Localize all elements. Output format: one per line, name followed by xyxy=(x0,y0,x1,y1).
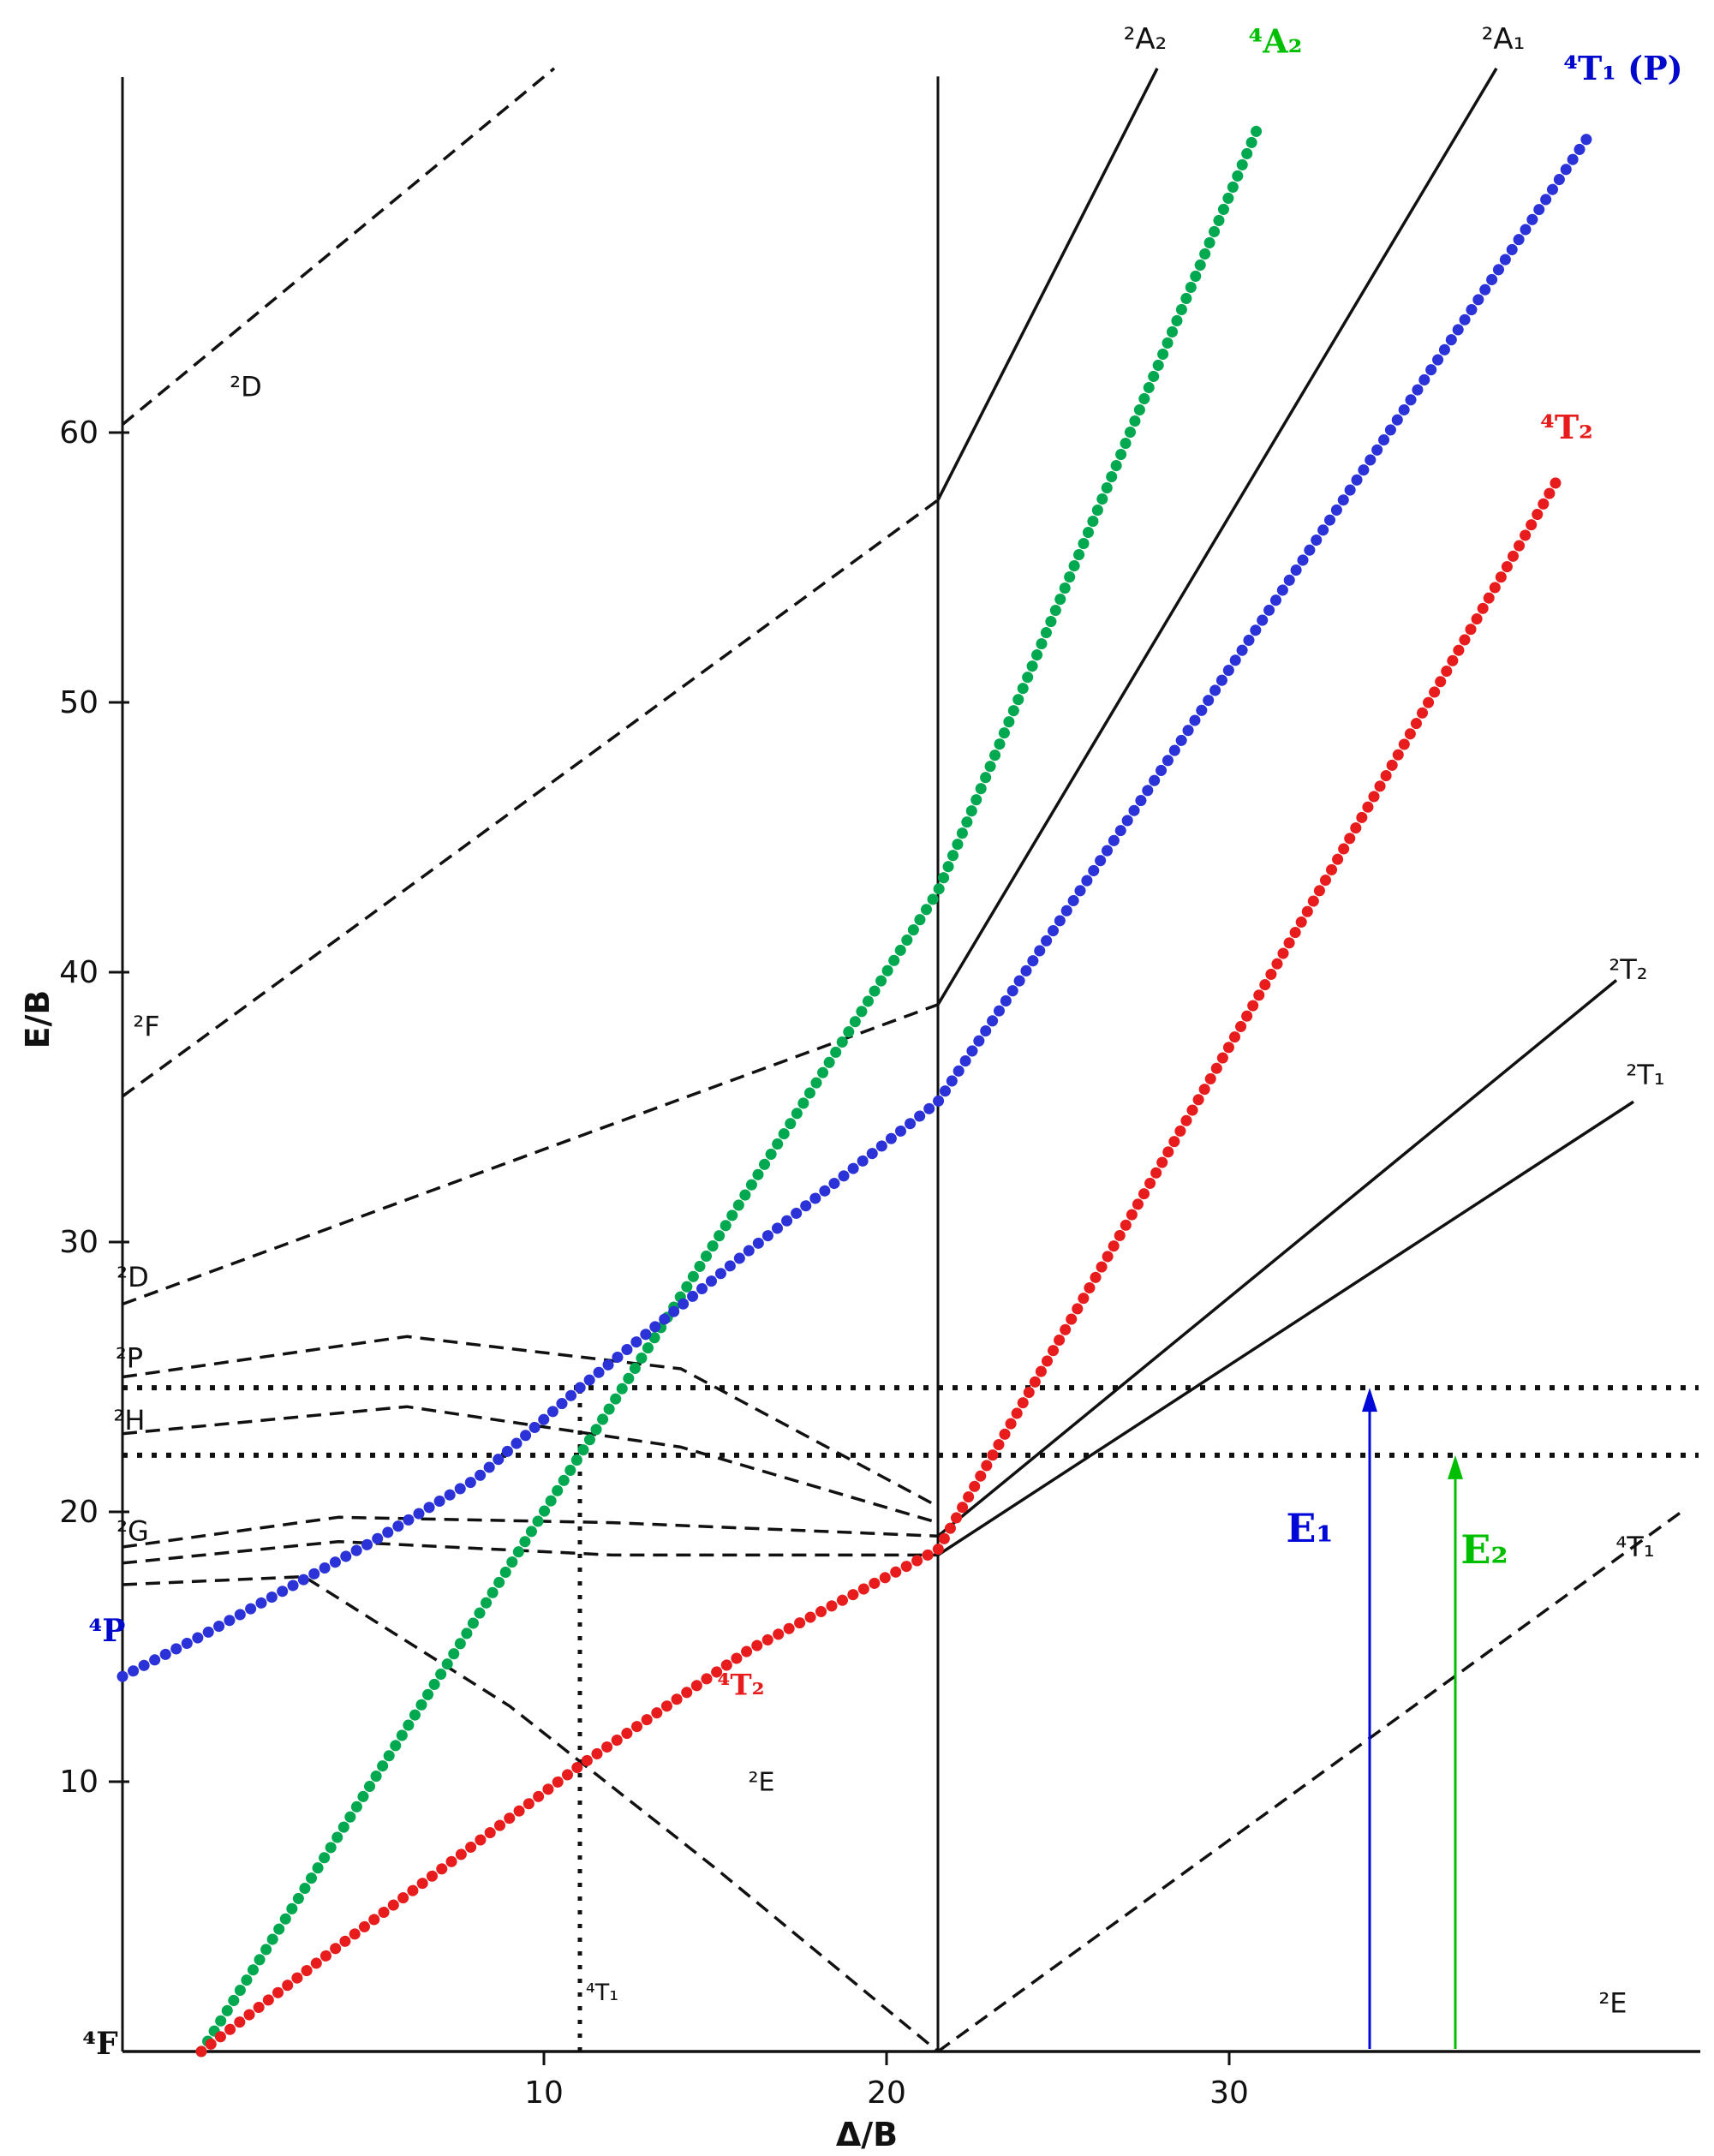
energy-label-E2: E₂ xyxy=(1460,1526,1508,1573)
curve-2A1 xyxy=(936,67,1498,1006)
y-axis-title: E/B xyxy=(19,989,57,1049)
curve-label-2A2: ²A₂ xyxy=(1124,22,1168,57)
curve-2D-upper xyxy=(121,67,556,426)
curve-label-2T2: ²T₂ xyxy=(1609,953,1647,986)
curve-label-2E-right: ²E xyxy=(1598,1987,1627,2020)
term-label-2D-mid: ²D xyxy=(116,1261,148,1293)
curve-2A2 xyxy=(936,68,1159,501)
term-label-4F: ⁴F xyxy=(82,2026,118,2062)
term-label-2F: ²F xyxy=(133,1010,159,1042)
y-tick-label: 50 xyxy=(59,685,99,720)
x-tick-label: 20 xyxy=(867,2075,906,2111)
term-label-2G: ²G xyxy=(116,1514,149,1547)
curve-4T2 xyxy=(195,473,1564,2057)
curve-label-4T1-ground: ⁴T₁ xyxy=(586,1980,618,2006)
curve-label-4T1P: ⁴T₁ (P) xyxy=(1563,49,1682,87)
energy-label-E1: E₁ xyxy=(1286,1505,1333,1551)
curve-2T1-strong xyxy=(937,1100,1634,1556)
y-tick-label: 30 xyxy=(59,1225,99,1260)
curve-2T2-weak xyxy=(122,1515,939,1549)
x-tick-label: 10 xyxy=(524,2075,564,2111)
curve-2P-branch xyxy=(122,1335,939,1508)
curve-2F-branch xyxy=(121,499,940,1098)
curve-label-2T1: ²T₁ xyxy=(1626,1059,1664,1091)
y-tick-label: 20 xyxy=(59,1495,99,1530)
term-label-4P: ⁴P xyxy=(89,1613,126,1649)
E1-arrow-head xyxy=(1362,1388,1377,1412)
curve-4T1P xyxy=(116,124,1598,1682)
term-label-2H: ²H xyxy=(114,1404,146,1436)
term-label-2P: ²P xyxy=(116,1342,143,1375)
curve-label-4A2: ⁴A₂ xyxy=(1249,22,1303,61)
curve-label-4T2-right: ⁴T₂ xyxy=(1540,408,1593,446)
curve-label-4T1-right: ⁴T₁ xyxy=(1615,1531,1654,1563)
y-tick-label: 60 xyxy=(59,415,99,451)
curve-2T2-strong xyxy=(936,979,1618,1538)
E2-arrow-head xyxy=(1448,1454,1463,1479)
x-axis-title: Δ/B xyxy=(835,2116,899,2153)
curve-2E-descending xyxy=(122,1574,940,2053)
curve-label-2A1: ²A₁ xyxy=(1482,22,1526,57)
curve-4A2 xyxy=(195,116,1266,2057)
curve-label-4T2-mid: ⁴T₂ xyxy=(717,1669,764,1703)
y-tick-label: 40 xyxy=(59,955,99,990)
curve-4T1-strong xyxy=(936,1510,1683,2053)
term-label-2D-top: ²D xyxy=(230,371,261,403)
y-tick-label: 10 xyxy=(59,1765,99,1800)
curve-2H-branch xyxy=(122,1405,939,1525)
curve-2T1-weak xyxy=(122,1539,938,1565)
curve-label-2E-mid: ²E xyxy=(749,1768,775,1798)
x-tick-label: 30 xyxy=(1209,2075,1249,2111)
curve-2D-branch xyxy=(122,1003,939,1306)
